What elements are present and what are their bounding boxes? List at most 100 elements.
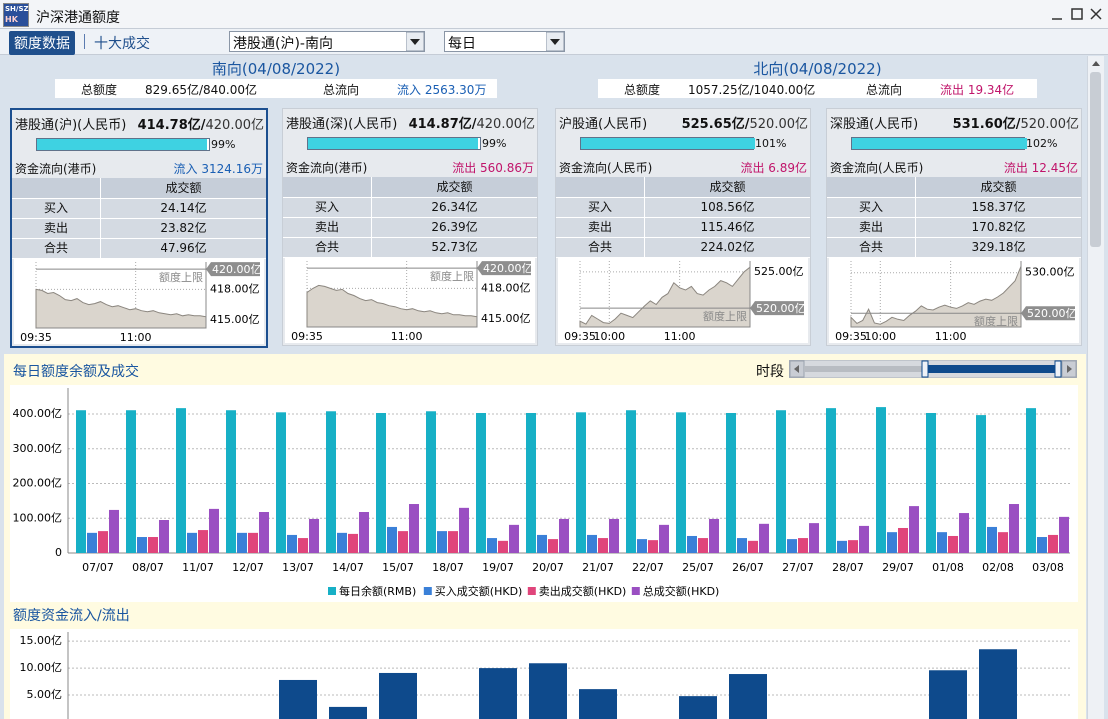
card-quota: 520.00亿 xyxy=(1020,117,1080,132)
usage-fill xyxy=(308,138,479,149)
bar xyxy=(279,679,317,719)
table-cell xyxy=(827,177,916,197)
bar xyxy=(979,649,1017,719)
bar xyxy=(809,523,819,553)
x-tick-label: 09:35 xyxy=(564,330,596,343)
table-header-cell: 成交额 xyxy=(709,180,746,194)
totals-strip: 总额度 1057.25亿/1040.00亿 总流向 流出 19.34亿 xyxy=(598,79,1037,98)
table-header: 成交额 xyxy=(556,177,810,198)
row-label: 卖出 xyxy=(556,218,645,237)
x-tick-label: 02/08 xyxy=(982,561,1014,574)
title-bar: SH/SZ HK 沪深港通额度 xyxy=(0,0,1108,29)
card-balance: 414.78亿/ xyxy=(137,118,206,133)
bar xyxy=(479,668,517,719)
x-tick-label: 12/07 xyxy=(232,561,264,574)
balance-area xyxy=(850,266,1022,328)
row-label: 卖出 xyxy=(827,218,916,237)
bar xyxy=(109,509,119,553)
maximize-button[interactable] xyxy=(1071,8,1083,20)
bar xyxy=(626,410,636,553)
bar xyxy=(237,532,247,553)
bar xyxy=(476,413,486,553)
row-label: 买入 xyxy=(283,198,372,217)
quota-card[interactable]: 沪股通(人民币) 525.65亿/520.00亿 101% 资金流向(人民币) 流出 6… xyxy=(555,108,811,346)
x-tick-label: 07/07 xyxy=(82,561,114,574)
icon-text: HK xyxy=(5,15,18,24)
bar xyxy=(687,535,697,553)
bar xyxy=(976,415,986,553)
bar xyxy=(437,531,447,553)
card-header: 港股通(沪)(人民币) 414.78亿/420.00亿 xyxy=(15,114,264,133)
direction-heading: 南向(04/08/2022) xyxy=(211,60,341,78)
bar xyxy=(659,524,669,553)
legend-label: 每日余额(RMB) xyxy=(339,584,416,598)
flow-value: 流入 2563.30万 xyxy=(397,83,487,97)
row-label: 合共 xyxy=(556,238,645,257)
x-tick-label: 25/07 xyxy=(682,561,714,574)
bar xyxy=(526,413,536,553)
balance-area xyxy=(306,284,478,328)
turnover-table: 成交额 买入 158.37亿 卖出 170.82亿 合共 329.18亿 xyxy=(827,177,1081,258)
bar xyxy=(648,540,658,553)
x-tick-label: 10:00 xyxy=(593,330,625,343)
legend-swatch xyxy=(527,587,536,595)
scroll-thumb[interactable] xyxy=(1090,72,1101,247)
tab-separator xyxy=(84,34,85,49)
x-tick-label: 09:35 xyxy=(835,330,867,343)
bar xyxy=(137,537,147,553)
tab-selected[interactable]: 额度数据 xyxy=(9,31,75,55)
bar xyxy=(309,518,319,553)
bar xyxy=(737,538,747,553)
usage-fill xyxy=(37,139,208,150)
card-header: 深股通(人民币) 531.60亿/520.00亿 xyxy=(830,113,1079,132)
flow-value: 流出 12.45亿 xyxy=(1003,161,1078,175)
row-value: 108.56亿 xyxy=(700,200,755,214)
bar xyxy=(729,674,767,719)
table-row: 合共 52.73亿 xyxy=(283,238,537,258)
bar xyxy=(1048,534,1058,553)
x-tick-label: 13/07 xyxy=(282,561,314,574)
section-title: 额度资金流入/流出 xyxy=(13,608,130,624)
bar xyxy=(1026,408,1036,553)
quota-card[interactable]: 深股通(人民币) 531.60亿/520.00亿 102% 资金流向(人民币) 流出 1… xyxy=(826,108,1082,346)
table-row: 买入 108.56亿 xyxy=(556,198,810,218)
bar xyxy=(87,532,97,553)
bar xyxy=(929,670,967,719)
bar xyxy=(376,413,386,553)
bar xyxy=(398,531,408,553)
bar xyxy=(126,410,136,553)
bar xyxy=(287,534,297,553)
row-label: 卖出 xyxy=(12,219,101,238)
scrollbar[interactable] xyxy=(1087,56,1104,719)
quota-card[interactable]: 港股通(深)(人民币) 414.87亿/420.00亿 99% 资金流向(港币) 流出 … xyxy=(282,108,538,346)
select[interactable]: 港股通(沪)-南向 xyxy=(229,31,425,52)
select[interactable]: 每日 xyxy=(444,31,565,52)
row-value: 26.39亿 xyxy=(431,220,478,234)
flow-value: 流出 6.89亿 xyxy=(740,161,807,175)
limit-text: 额度上限 xyxy=(430,269,474,283)
bar xyxy=(1059,516,1069,553)
range-label: 时段 xyxy=(756,364,784,380)
limit-tag xyxy=(206,262,260,277)
scroll-up[interactable] xyxy=(1088,56,1104,72)
row-value: 329.18亿 xyxy=(971,240,1026,254)
bar xyxy=(209,508,219,553)
bar xyxy=(909,506,919,553)
section-title: 每日额度余额及成交 xyxy=(13,364,139,380)
row-label: 合共 xyxy=(827,238,916,257)
tab[interactable]: 十大成交 xyxy=(94,36,150,52)
x-tick-label: 15/07 xyxy=(382,561,414,574)
row-label: 买入 xyxy=(556,198,645,217)
y-tick-label: 415.00亿 xyxy=(481,312,531,325)
table-row: 卖出 26.39亿 xyxy=(283,218,537,238)
row-label: 合共 xyxy=(12,239,101,258)
legend-label: 卖出成交额(HKD) xyxy=(539,584,627,598)
range-slider[interactable] xyxy=(789,360,1077,378)
bar xyxy=(926,413,936,553)
close-button[interactable] xyxy=(1090,8,1102,20)
row-label: 合共 xyxy=(283,238,372,257)
quota-card[interactable]: 港股通(沪)(人民币) 414.78亿/420.00亿 99% 资金流向(港币) 流入 … xyxy=(10,108,268,348)
dropdown-arrow xyxy=(546,32,564,51)
